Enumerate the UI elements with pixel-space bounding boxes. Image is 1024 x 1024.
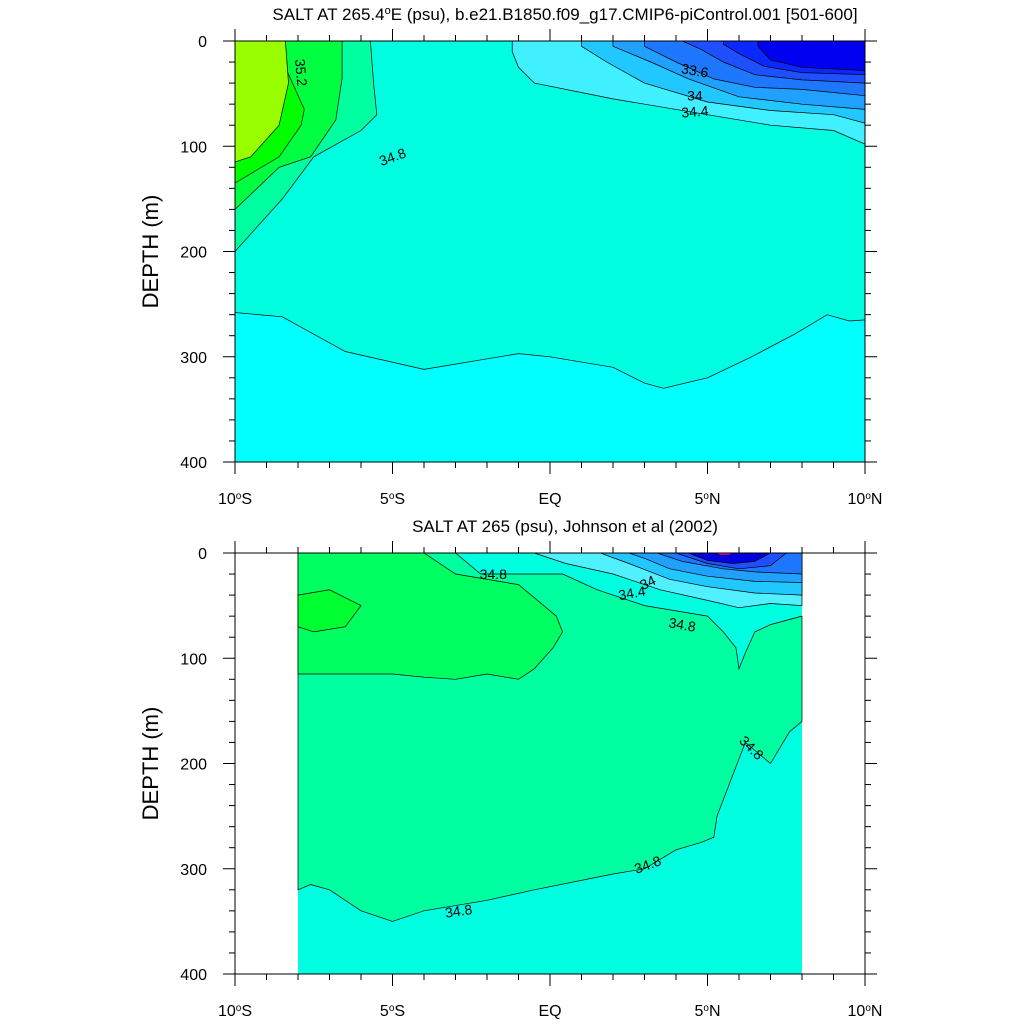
top-panel: SALT AT 265.4oE (psu), b.e21.B1850.f09_g…: [138, 5, 882, 508]
contour-label: 34.4: [617, 583, 647, 604]
contour-fill-33.4: [713, 553, 734, 556]
x-tick-label: 5oN: [694, 1003, 720, 1021]
contour-label: 33.6: [680, 60, 710, 81]
contour-fill-33.4: [757, 41, 865, 71]
contour-label: 35.2: [292, 58, 310, 87]
contour-label: 34.8: [444, 901, 473, 921]
contour-label: 34.8: [667, 614, 697, 635]
y-tick-label: 300: [180, 350, 207, 367]
x-tick-label: 10oS: [218, 491, 252, 509]
y-tick-label: 400: [180, 455, 207, 472]
chart-title: SALT AT 265 (psu), Johnson et al (2002): [412, 517, 718, 536]
y-axis-label: DEPTH (m): [138, 707, 163, 821]
y-tick-label: 100: [180, 651, 207, 668]
x-tick-label: 10oS: [218, 1003, 252, 1021]
chart-title: SALT AT 265.4oE (psu), b.e21.B1850.f09_g…: [272, 5, 857, 24]
x-tick-label: 10oN: [848, 491, 883, 509]
bottom-panel: SALT AT 265 (psu), Johnson et al (2002) 3…: [138, 517, 882, 1020]
y-tick-label: 0: [198, 546, 207, 563]
y-tick-label: 200: [180, 757, 207, 774]
contour-fill-35.2: [297, 589, 362, 633]
x-tick-label: 5oS: [380, 1003, 405, 1021]
x-tick-label: 5oS: [380, 491, 405, 509]
contour-label: 34: [687, 88, 703, 104]
y-axis-label: DEPTH (m): [138, 195, 163, 309]
contour-fill-35.6: [235, 41, 289, 163]
contour-label: 34.4: [681, 102, 710, 120]
y-tick-label: 100: [180, 139, 207, 156]
x-tick-label: 10oN: [848, 1003, 883, 1021]
contour-label: 34: [637, 572, 658, 593]
contour-fill-35: [297, 553, 563, 680]
contour-label: 34.8: [480, 566, 507, 582]
y-tick-label: 0: [198, 34, 207, 51]
x-tick-label: 5oN: [694, 491, 720, 509]
y-tick-label: 300: [180, 862, 207, 879]
contour-fill-34.8: [235, 41, 865, 389]
y-tick-label: 200: [180, 245, 207, 262]
x-tick-label: EQ: [538, 1003, 561, 1020]
y-tick-label: 400: [180, 967, 207, 984]
contour-fill-33.6: [688, 553, 771, 564]
x-tick-label: EQ: [538, 491, 561, 508]
